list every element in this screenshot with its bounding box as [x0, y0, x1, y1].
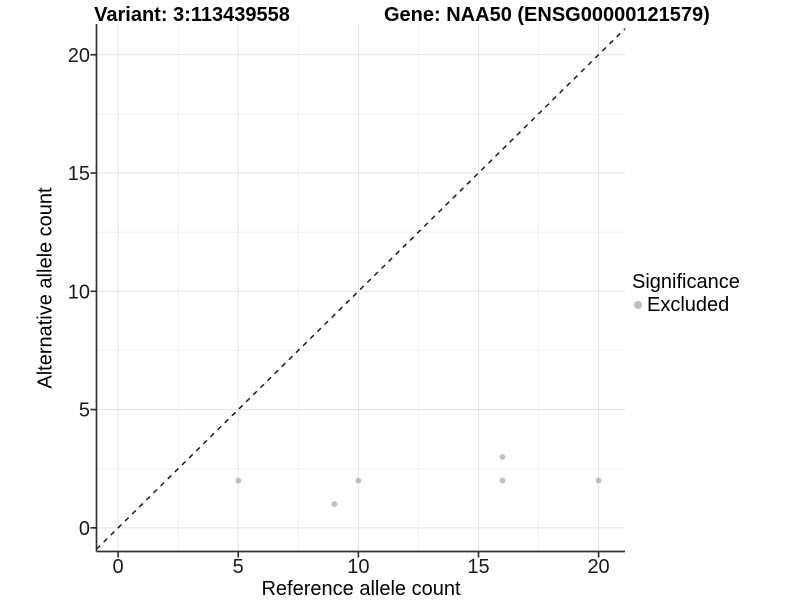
x-axis-title: Reference allele count: [261, 578, 461, 600]
x-tick-label: 0: [113, 556, 124, 578]
y-axis-title: Alternative allele count: [34, 187, 57, 389]
gene-title: Gene: NAA50 (ENSG00000121579): [384, 4, 710, 26]
legend: Significance Excluded: [632, 270, 740, 316]
legend-item-label: Excluded: [647, 294, 730, 316]
y-tick-label: 0: [79, 518, 90, 540]
x-tick-label: 10: [347, 556, 369, 578]
x-tick-label: 20: [587, 556, 609, 578]
y-tick-label: 20: [68, 45, 90, 67]
data-point: [499, 453, 506, 460]
y-tick-label: 5: [79, 400, 90, 422]
variant-title: Variant: 3:113439558: [94, 4, 290, 26]
data-point: [595, 477, 602, 484]
legend-title: Significance: [632, 271, 740, 293]
identity-line: [95, 28, 626, 550]
grid-minor: [96, 24, 625, 552]
axis-ticks: [90, 53, 600, 558]
y-tick-label: 10: [68, 281, 90, 303]
y-tick-label: 15: [68, 163, 90, 185]
data-point: [499, 477, 506, 484]
data-points: [235, 453, 602, 508]
data-point: [235, 477, 242, 484]
grid-major: [96, 24, 625, 552]
x-tick-label: 5: [233, 556, 244, 578]
data-point: [355, 477, 362, 484]
data-point: [331, 501, 338, 508]
x-tick-label: 15: [467, 556, 489, 578]
axes: [95, 24, 625, 553]
axis-tick-labels: 0 5 10 15 20 0 5 10 15 20: [68, 45, 610, 578]
legend-item-excluded: Excluded: [634, 294, 740, 316]
excluded-point-icon: [634, 301, 642, 309]
